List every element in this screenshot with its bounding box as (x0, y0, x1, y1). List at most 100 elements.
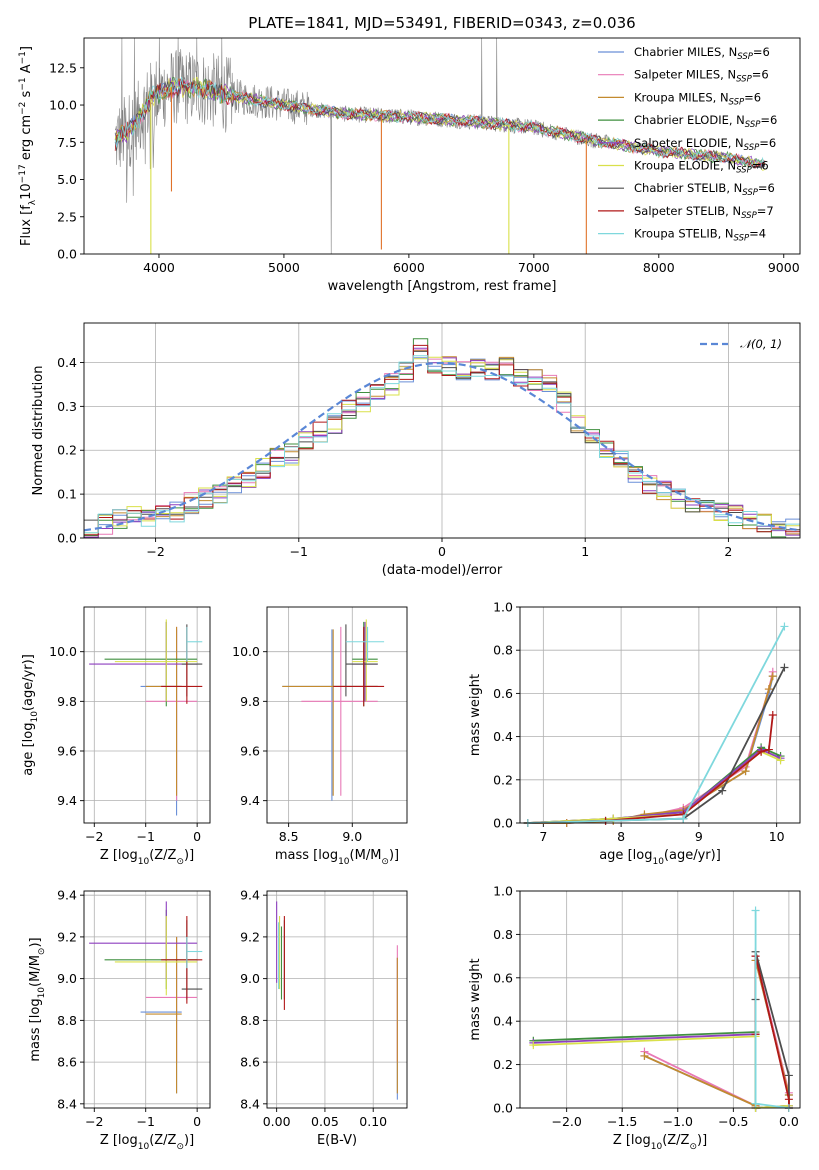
y-axis-label: age [log10(age/yr)] (21, 654, 40, 776)
x-tick-label: 8000 (643, 260, 675, 275)
x-tick-label: 0 (193, 1114, 201, 1129)
axes-frame (266, 606, 408, 824)
point-kroupa_miles (145, 626, 182, 796)
x-tick-label: −2 (85, 829, 103, 844)
point-salpeter_elodie (89, 901, 198, 979)
series-kroupa_miles (523, 672, 777, 827)
series-marker (679, 814, 688, 823)
series-marker (751, 1099, 760, 1108)
axes-frame (519, 890, 801, 1109)
y-tick-label: 8.8 (240, 1013, 260, 1028)
x-tick-label: 1 (581, 544, 589, 559)
y-tick-label: 0.0 (57, 247, 77, 262)
series-salpeter_miles (523, 667, 777, 827)
label-part: A (19, 64, 34, 77)
point-kroupa_stelib (345, 626, 385, 662)
y-axis-label: Normed distribution (31, 366, 46, 496)
y-tick-label: 9.2 (57, 929, 77, 944)
legend-suffix: =6 (752, 159, 769, 173)
y-tick-label: 8.4 (240, 1096, 260, 1111)
x-tick-label: 2 (724, 544, 732, 559)
series-salpeter_elodie (529, 1030, 793, 1112)
y-tick-label: 9.0 (57, 971, 77, 986)
y-tick-label: 0.1 (57, 487, 77, 502)
y-tick-label: 0.6 (493, 970, 513, 985)
label-part: Z [log (100, 848, 138, 863)
y-tick-label: 0.2 (493, 772, 513, 787)
x-tick-label: −2 (146, 544, 164, 559)
legend-sub: SSP (729, 97, 745, 107)
x-tick-label: 4000 (143, 260, 175, 275)
legend-entry-chabrier_stelib: Chabrier STELIB, NSSP=6 (634, 181, 775, 198)
point-kroupa_stelib (186, 936, 203, 969)
point-chabrier_elodie (104, 909, 198, 990)
weight-vs-metallicity-plot-area (529, 906, 793, 1112)
axes-frame (83, 37, 801, 255)
x-tick-label: −1 (136, 1114, 154, 1129)
y-axis-label: Flux [fλ10−17 erg cm−2 s−1 A−1] (18, 46, 38, 246)
axes-frame (83, 606, 211, 824)
label-part: erg cm (19, 115, 34, 164)
series-salpeter_stelib (523, 711, 777, 827)
series-marker (768, 672, 777, 681)
y-tick-label: 10.0 (49, 644, 77, 659)
label-part: )] (389, 848, 399, 863)
x-tick-label: 6000 (393, 260, 425, 275)
y-tick-label: 0.2 (493, 1057, 513, 1072)
x-tick-label: −1 (290, 544, 308, 559)
point-salpeter_miles (145, 936, 198, 1063)
x-tick-label: −1.0 (663, 1114, 693, 1129)
label-part: ⊙ (381, 857, 389, 867)
label-part: ⊙ (176, 857, 184, 867)
spectrum-plot-area (114, 38, 766, 254)
x-tick-label: −0.5 (718, 1114, 748, 1129)
series-marker (776, 756, 785, 765)
y-tick-label: 0.4 (57, 355, 77, 370)
y-tick-label: 0.0 (57, 531, 77, 546)
histogram-kroupa_stelib (84, 355, 800, 538)
series-chabrier_miles (523, 672, 777, 827)
y-tick-label: 0.6 (493, 686, 513, 701)
x-tick-label: −1.5 (607, 1114, 637, 1129)
legend-sub: SSP (736, 75, 752, 85)
label-part: (Z/Z (662, 1133, 689, 1148)
x-tick-label: 0 (438, 544, 446, 559)
x-tick-label: 0.00 (263, 1114, 291, 1129)
legend-sub: SSP (745, 120, 761, 130)
legend-prefix: Chabrier MILES, N (634, 45, 737, 59)
label-part: 10 (651, 1142, 663, 1152)
y-tick-label: 0.8 (493, 643, 513, 658)
legend-suffix: =6 (744, 90, 761, 104)
y-tick-label: 9.6 (57, 744, 77, 759)
weight-vs-age-plot-area (523, 622, 789, 827)
y-tick-label: 9.6 (240, 744, 260, 759)
label-part: Flux [f (19, 205, 34, 246)
label-part: 10 (138, 1142, 150, 1152)
age-vs-mass-panel: 8.5 9.0 9.4 9.6 9.8 10.0 mass [log10(M/M⊙)] (232, 606, 408, 867)
legend-sub: SSP (734, 234, 750, 244)
series-salpeter_elodie (523, 745, 785, 827)
legend-prefix: Salpeter MILES, N (634, 68, 736, 82)
y-tick-label: 9.4 (240, 793, 260, 808)
y-tick-label: 7.5 (57, 135, 77, 150)
point-kroupa_elodie (352, 619, 378, 702)
y-tick-label: 0.4 (493, 1014, 513, 1029)
label-part: mass [log (28, 998, 43, 1061)
series-marker (640, 1051, 649, 1060)
y-tick-label: 0.4 (493, 729, 513, 744)
series-line (527, 748, 781, 824)
x-axis-label: Z [log10(Z/Z⊙)] (613, 1133, 707, 1152)
label-part: ⊙ (689, 1142, 697, 1152)
label-part: ⊙ (37, 948, 47, 956)
label-part: −1 (18, 51, 28, 64)
model-spectrum-kroupa_stelib (114, 76, 766, 169)
label-part: s (19, 90, 34, 101)
legend-suffix: =6 (753, 45, 770, 59)
series-marker (751, 906, 760, 915)
series-line (527, 746, 781, 824)
label-part: (Z/Z (149, 848, 176, 863)
y-tick-label: 5.0 (57, 172, 77, 187)
normal-curve (84, 361, 800, 532)
series-marker (784, 1071, 793, 1080)
